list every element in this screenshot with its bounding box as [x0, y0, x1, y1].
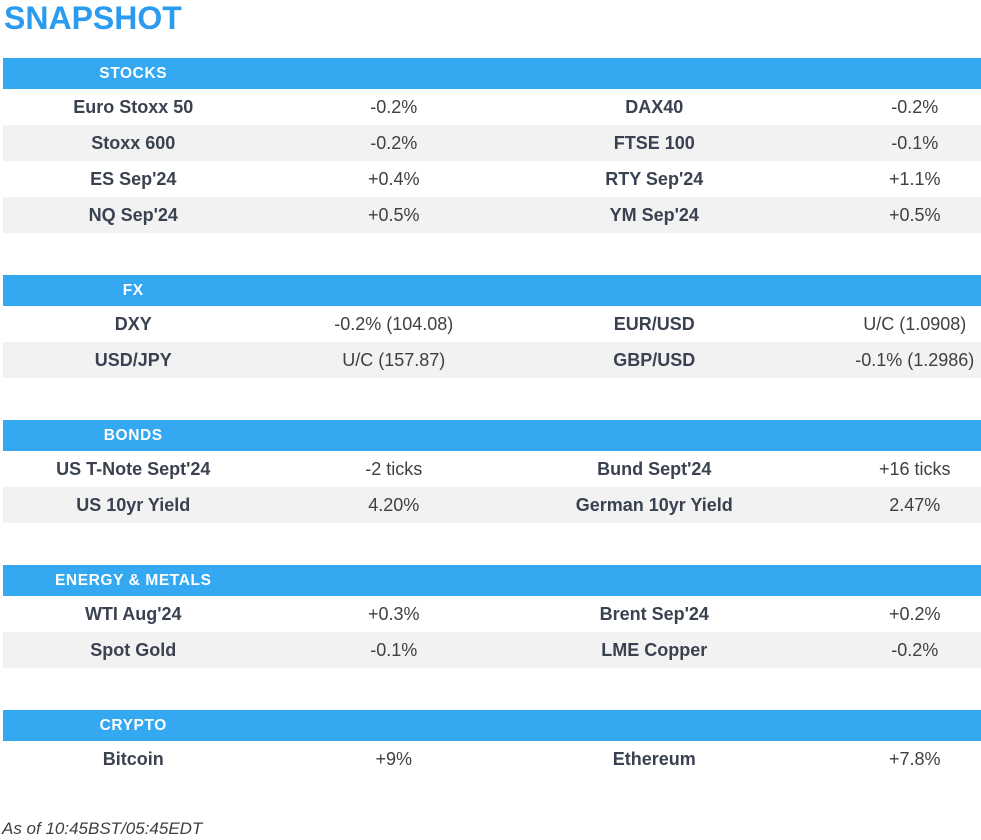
table-row: US 10yr Yield 4.20% German 10yr Yield 2.…: [3, 487, 981, 523]
section-rows: Bitcoin +9% Ethereum +7.8%: [3, 741, 981, 777]
table-row: DXY -0.2% (104.08) EUR/USD U/C (1.0908): [3, 306, 981, 342]
instrument-label: NQ Sep'24: [88, 205, 178, 225]
instrument-label: DAX40: [625, 97, 684, 117]
instrument-value: -0.2% (104.08): [334, 314, 454, 334]
instrument-value: +0.3%: [367, 604, 420, 624]
section-header-fx: FX: [122, 282, 144, 299]
instrument-label: GBP/USD: [613, 350, 696, 370]
section-header-band: BONDS: [3, 420, 981, 451]
section-header-crypto: CRYPTO: [99, 717, 167, 734]
instrument-value: -0.1%: [891, 133, 939, 153]
table-row: USD/JPY U/C (157.87) GBP/USD -0.1% (1.29…: [3, 342, 981, 378]
instrument-value: 2.47%: [889, 495, 941, 515]
instrument-label: Spot Gold: [90, 640, 177, 660]
market-section: ENERGY & METALS WTI Aug'24 +0.3% Brent S…: [3, 565, 981, 668]
market-section: BONDS US T-Note Sept'24 -2 ticks Bund Se…: [3, 420, 981, 523]
instrument-value: -0.2%: [891, 97, 939, 117]
page-title: SNAPSHOT: [4, 0, 182, 36]
instrument-value: -0.1% (1.2986): [855, 350, 975, 370]
market-section: CRYPTO Bitcoin +9% Ethereum +7.8%: [3, 710, 981, 777]
instrument-value: +0.4%: [367, 169, 420, 189]
instrument-label: WTI Aug'24: [84, 604, 182, 624]
instrument-value: +7.8%: [888, 749, 941, 769]
instrument-label: US T-Note Sept'24: [56, 459, 211, 479]
sections: STOCKS Euro Stoxx 50 -0.2% DAX40 -0.2% S…: [0, 58, 981, 777]
instrument-label: Stoxx 600: [91, 133, 176, 153]
instrument-label: FTSE 100: [613, 133, 695, 153]
section-header-band: FX: [3, 275, 981, 306]
table-row: WTI Aug'24 +0.3% Brent Sep'24 +0.2%: [3, 596, 981, 632]
section-rows: DXY -0.2% (104.08) EUR/USD U/C (1.0908) …: [3, 306, 981, 378]
table-row: NQ Sep'24 +0.5% YM Sep'24 +0.5%: [3, 197, 981, 233]
instrument-label: USD/JPY: [94, 350, 172, 370]
market-section: FX DXY -0.2% (104.08) EUR/USD U/C (1.090…: [3, 275, 981, 378]
table-row: Euro Stoxx 50 -0.2% DAX40 -0.2%: [3, 89, 981, 125]
table-row: US T-Note Sept'24 -2 ticks Bund Sept'24 …: [3, 451, 981, 487]
instrument-value: +9%: [375, 749, 413, 769]
market-section: STOCKS Euro Stoxx 50 -0.2% DAX40 -0.2% S…: [3, 58, 981, 233]
instrument-label: Bund Sept'24: [597, 459, 712, 479]
table-row: Bitcoin +9% Ethereum +7.8%: [3, 741, 981, 777]
instrument-value: +1.1%: [888, 169, 941, 189]
instrument-label: Brent Sep'24: [599, 604, 709, 624]
instrument-label: RTY Sep'24: [605, 169, 704, 189]
instrument-value: -0.2%: [891, 640, 939, 660]
section-header-band: ENERGY & METALS: [3, 565, 981, 596]
instrument-label: US 10yr Yield: [76, 495, 191, 515]
instrument-value: -0.2%: [370, 97, 418, 117]
table-row: Spot Gold -0.1% LME Copper -0.2%: [3, 632, 981, 668]
instrument-label: DXY: [114, 314, 152, 334]
instrument-value: -0.1%: [370, 640, 418, 660]
instrument-value: +0.2%: [888, 604, 941, 624]
section-rows: US T-Note Sept'24 -2 ticks Bund Sept'24 …: [3, 451, 981, 523]
section-header-band: CRYPTO: [3, 710, 981, 741]
section-header-energy-metals: ENERGY & METALS: [54, 572, 212, 589]
instrument-value: -2 ticks: [365, 459, 423, 479]
instrument-value: +16 ticks: [878, 459, 951, 479]
instrument-label: Ethereum: [612, 749, 696, 769]
instrument-value: +0.5%: [888, 205, 941, 225]
instrument-label: ES Sep'24: [90, 169, 177, 189]
table-row: Stoxx 600 -0.2% FTSE 100 -0.1%: [3, 125, 981, 161]
section-rows: Euro Stoxx 50 -0.2% DAX40 -0.2% Stoxx 60…: [3, 89, 981, 233]
instrument-label: Bitcoin: [102, 749, 164, 769]
instrument-value: U/C (1.0908): [863, 314, 967, 334]
section-rows: WTI Aug'24 +0.3% Brent Sep'24 +0.2% Spot…: [3, 596, 981, 668]
table-row: ES Sep'24 +0.4% RTY Sep'24 +1.1%: [3, 161, 981, 197]
section-header-stocks: STOCKS: [99, 65, 168, 82]
instrument-label: LME Copper: [601, 640, 708, 660]
instrument-value: -0.2%: [370, 133, 418, 153]
instrument-label: Euro Stoxx 50: [73, 97, 194, 117]
section-header-bonds: BONDS: [103, 427, 163, 444]
instrument-label: EUR/USD: [613, 314, 695, 334]
instrument-value: +0.5%: [367, 205, 420, 225]
instrument-label: YM Sep'24: [609, 205, 699, 225]
instrument-label: German 10yr Yield: [575, 495, 733, 515]
timestamp-note: As of 10:45BST/05:45EDT: [2, 819, 203, 838]
instrument-value: 4.20%: [368, 495, 420, 515]
section-header-band: STOCKS: [3, 58, 981, 89]
instrument-value: U/C (157.87): [342, 350, 446, 370]
